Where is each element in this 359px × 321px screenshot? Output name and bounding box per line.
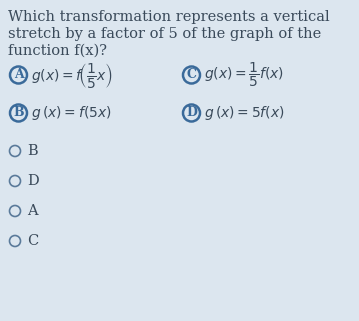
- Text: A: A: [14, 68, 23, 82]
- Text: $g(x) = f\!\left(\dfrac{1}{5}x\right)$: $g(x) = f\!\left(\dfrac{1}{5}x\right)$: [31, 60, 113, 90]
- Text: function f(x)?: function f(x)?: [8, 44, 107, 58]
- Text: C: C: [186, 68, 196, 82]
- Text: Which transformation represents a vertical: Which transformation represents a vertic…: [8, 10, 330, 24]
- Text: $g(x) = \dfrac{1}{5}f(x)$: $g(x) = \dfrac{1}{5}f(x)$: [204, 61, 284, 89]
- Text: D: D: [186, 107, 197, 119]
- Text: $g\,(x) = 5f(x)$: $g\,(x) = 5f(x)$: [204, 104, 285, 122]
- Text: A: A: [27, 204, 38, 218]
- Text: B: B: [13, 107, 24, 119]
- Text: $g\,(x) = f(5x)$: $g\,(x) = f(5x)$: [31, 104, 112, 122]
- Text: stretch by a factor of 5 of the graph of the: stretch by a factor of 5 of the graph of…: [8, 27, 321, 41]
- Text: C: C: [27, 234, 38, 248]
- Text: D: D: [27, 174, 39, 188]
- Text: B: B: [27, 144, 38, 158]
